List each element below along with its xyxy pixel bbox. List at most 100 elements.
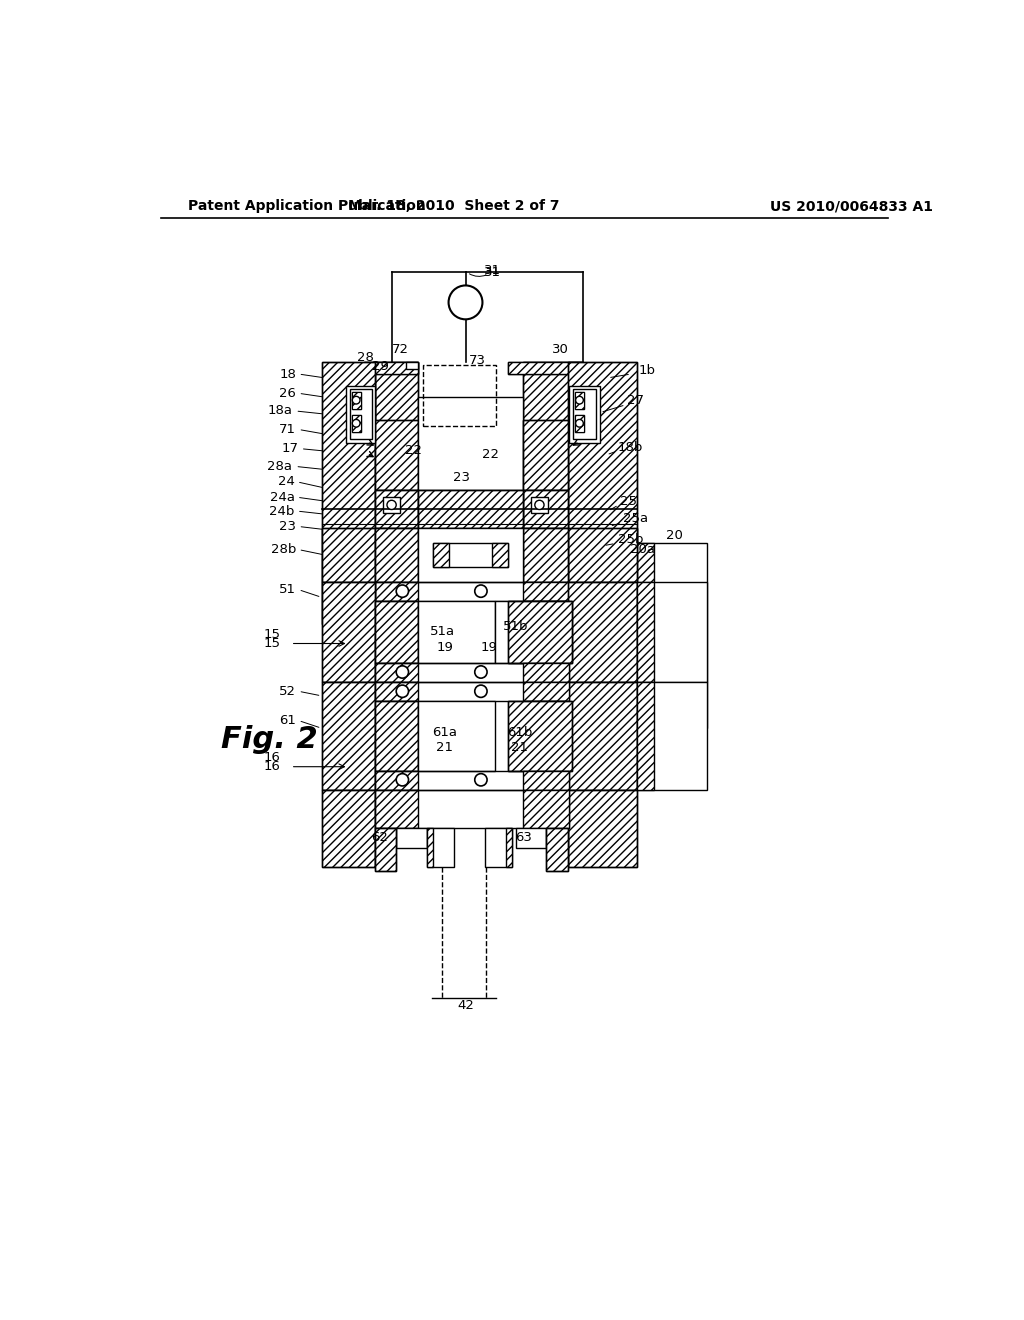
Text: 72: 72: [391, 343, 409, 356]
Text: 28a: 28a: [267, 459, 292, 473]
Bar: [484, 829, 512, 867]
Circle shape: [475, 585, 487, 597]
Circle shape: [475, 685, 487, 697]
Text: 62: 62: [371, 832, 388, 843]
Bar: [637, 582, 654, 682]
Bar: [322, 582, 376, 682]
Bar: [508, 701, 571, 771]
Bar: [574, 392, 584, 409]
Text: 19: 19: [480, 640, 497, 653]
Bar: [322, 682, 376, 789]
Text: 31: 31: [484, 265, 501, 279]
Bar: [423, 364, 497, 426]
Text: Patent Application Publication: Patent Application Publication: [188, 199, 426, 213]
Circle shape: [396, 774, 409, 785]
Bar: [523, 363, 584, 432]
Bar: [523, 701, 569, 771]
Text: 73: 73: [469, 354, 485, 367]
Bar: [574, 392, 584, 409]
Text: 23: 23: [454, 471, 470, 484]
Bar: [523, 601, 569, 663]
Bar: [418, 397, 523, 490]
Bar: [433, 544, 449, 566]
Bar: [547, 829, 568, 871]
Text: 18: 18: [280, 367, 296, 380]
Bar: [364, 363, 418, 374]
Bar: [637, 582, 707, 682]
Bar: [351, 392, 360, 409]
Bar: [376, 663, 569, 682]
Bar: [573, 389, 596, 440]
Bar: [427, 829, 433, 867]
Text: 17: 17: [282, 442, 298, 455]
Circle shape: [396, 665, 409, 678]
Text: 26: 26: [280, 387, 296, 400]
Text: 21: 21: [511, 741, 528, 754]
Bar: [523, 682, 569, 701]
Text: 29: 29: [373, 360, 389, 372]
Text: 20: 20: [666, 529, 683, 543]
Bar: [376, 582, 569, 601]
Circle shape: [352, 420, 360, 428]
Bar: [495, 601, 571, 663]
Bar: [376, 663, 418, 682]
Text: 61a: 61a: [432, 726, 458, 739]
Bar: [322, 789, 376, 867]
Text: 16: 16: [264, 760, 281, 774]
Bar: [523, 582, 569, 601]
Circle shape: [449, 285, 482, 319]
Bar: [376, 601, 418, 663]
Text: 24b: 24b: [269, 504, 295, 517]
Bar: [407, 363, 418, 368]
Bar: [506, 829, 512, 867]
Bar: [568, 682, 637, 789]
Bar: [351, 392, 360, 409]
Bar: [376, 701, 418, 771]
Bar: [508, 701, 571, 771]
Circle shape: [352, 396, 360, 404]
Bar: [523, 420, 568, 490]
Bar: [427, 829, 454, 867]
Text: 51a: 51a: [430, 626, 455, 639]
Text: 28: 28: [357, 351, 374, 363]
Bar: [531, 498, 548, 512]
Bar: [523, 420, 568, 490]
Text: 71: 71: [280, 422, 296, 436]
Text: 61: 61: [280, 714, 296, 727]
Text: 18a: 18a: [267, 404, 292, 417]
Text: 16: 16: [264, 751, 281, 764]
Text: 63: 63: [515, 832, 531, 843]
Bar: [376, 771, 418, 789]
Bar: [376, 829, 396, 871]
Bar: [568, 582, 637, 682]
Text: 22: 22: [482, 449, 500, 462]
Bar: [568, 582, 637, 682]
Text: 51: 51: [280, 583, 296, 597]
Bar: [376, 682, 569, 701]
Bar: [322, 789, 376, 867]
Bar: [508, 363, 584, 374]
Bar: [376, 528, 418, 582]
Circle shape: [387, 500, 396, 510]
Text: 21: 21: [436, 741, 454, 754]
Bar: [322, 682, 376, 789]
Bar: [523, 771, 569, 789]
Bar: [568, 528, 637, 582]
Bar: [523, 490, 568, 528]
Bar: [547, 829, 568, 871]
Text: 20a: 20a: [630, 543, 654, 556]
Text: 1b: 1b: [639, 363, 655, 376]
Text: 31: 31: [484, 264, 501, 277]
Bar: [376, 420, 418, 490]
Bar: [322, 363, 376, 624]
Bar: [376, 528, 418, 582]
Bar: [574, 414, 584, 432]
Bar: [523, 663, 569, 682]
Bar: [418, 601, 495, 663]
Bar: [376, 701, 418, 771]
Bar: [351, 414, 360, 432]
Text: 42: 42: [457, 999, 474, 1012]
Bar: [376, 682, 418, 701]
Bar: [418, 490, 523, 528]
Bar: [346, 385, 376, 444]
